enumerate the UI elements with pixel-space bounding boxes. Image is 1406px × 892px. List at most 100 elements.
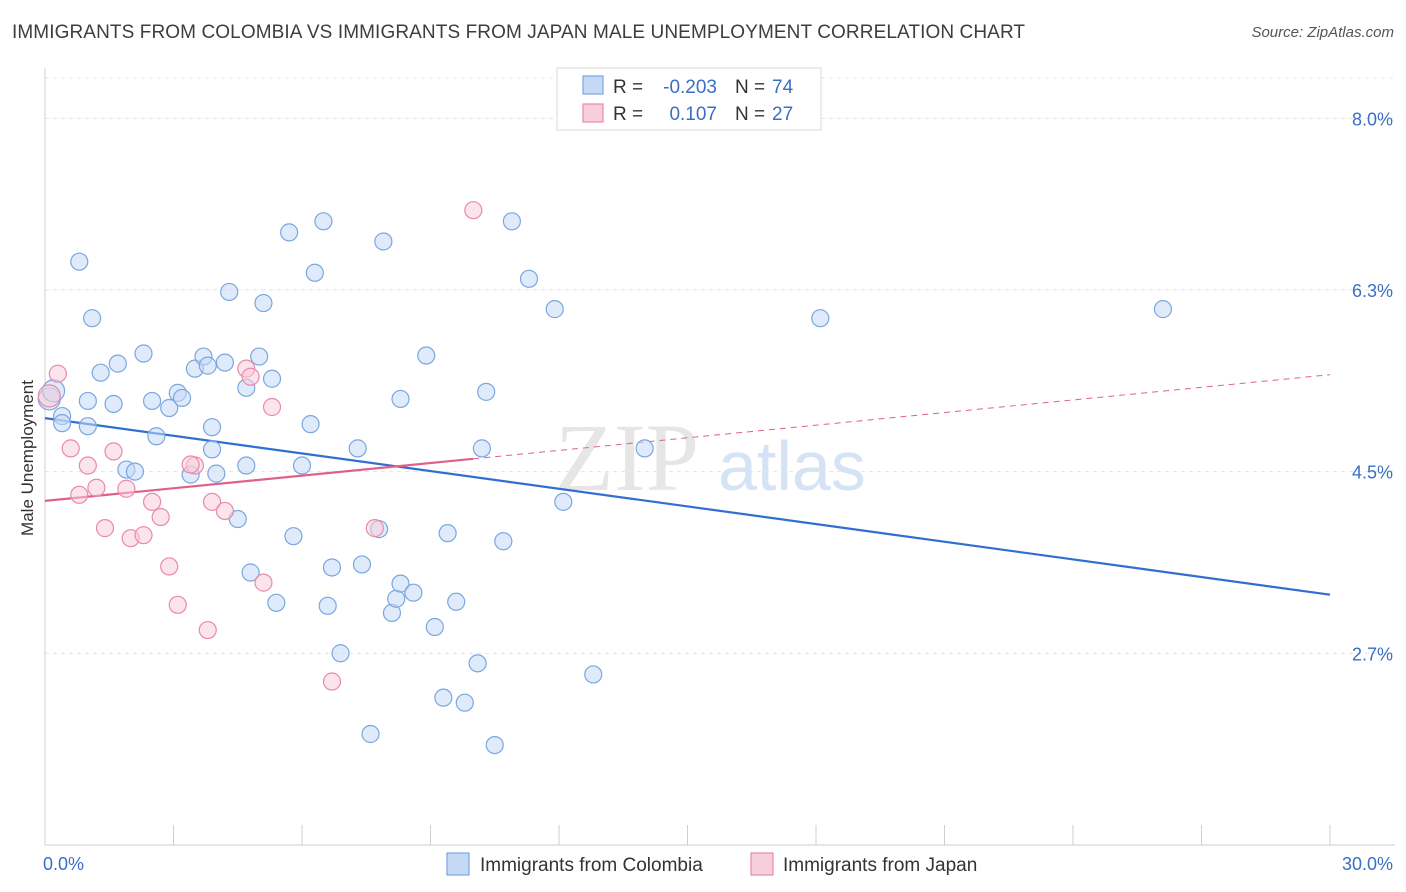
point-colombia <box>202 418 222 437</box>
watermark-zip: ZIP <box>555 404 699 511</box>
point-colombia <box>477 382 496 401</box>
point-colombia <box>53 414 72 433</box>
point-colombia <box>554 492 573 511</box>
point-colombia <box>134 344 153 363</box>
y-tick-label: 6.3% <box>1352 281 1393 301</box>
point-japan <box>95 519 115 538</box>
point-japan <box>168 595 187 614</box>
point-colombia <box>292 456 312 475</box>
point-japan <box>198 620 217 640</box>
bottom-legend-label-japan: Immigrants from Japan <box>783 855 977 876</box>
point-colombia <box>91 363 110 382</box>
point-japan <box>241 367 260 386</box>
point-colombia <box>387 589 406 608</box>
point-colombia <box>172 388 192 408</box>
point-japan <box>254 573 273 592</box>
point-colombia <box>519 269 539 288</box>
point-colombia <box>280 223 299 242</box>
point-colombia <box>468 654 487 673</box>
point-japan <box>70 485 89 504</box>
point-colombia <box>352 555 372 574</box>
point-japan <box>215 501 234 521</box>
point-colombia <box>305 263 324 282</box>
legend-r-value-colombia: -0.203 <box>663 77 717 98</box>
point-japan <box>365 519 384 538</box>
point-colombia <box>198 356 217 375</box>
point-colombia <box>301 415 320 434</box>
point-colombia <box>417 346 436 365</box>
point-colombia <box>391 389 410 409</box>
point-colombia <box>142 391 162 411</box>
point-colombia <box>438 524 457 543</box>
point-japan <box>322 672 342 691</box>
point-colombia <box>472 439 491 458</box>
point-colombia <box>584 665 603 684</box>
point-colombia <box>455 693 474 712</box>
point-colombia <box>202 440 222 459</box>
series-legend: Immigrants from Colombia Immigrants from… <box>446 852 977 876</box>
point-japan <box>104 442 123 461</box>
point-colombia <box>391 574 410 593</box>
legend-r-label-japan: R = <box>613 104 643 125</box>
legend-swatch-colombia <box>582 75 604 95</box>
point-colombia <box>284 527 303 546</box>
point-japan <box>61 439 80 458</box>
y-axis-title: Male Unemployment <box>18 380 37 536</box>
point-colombia <box>331 644 350 663</box>
point-japan <box>87 478 106 497</box>
point-colombia <box>241 563 260 582</box>
point-japan <box>142 492 162 511</box>
point-colombia <box>125 462 145 481</box>
point-colombia <box>348 439 367 458</box>
point-colombia <box>322 558 342 577</box>
point-colombia <box>78 391 97 411</box>
point-colombia <box>70 252 89 271</box>
point-japan <box>151 507 170 527</box>
point-colombia <box>361 724 380 744</box>
point-japan <box>181 455 200 474</box>
trend-line-solid-1 <box>44 457 474 502</box>
point-colombia <box>635 439 654 458</box>
trend-line-dashed-1 <box>473 374 1331 460</box>
y-tick-label: 4.5% <box>1352 463 1393 483</box>
watermark: ZIP atlas <box>555 404 866 511</box>
point-colombia <box>318 596 337 615</box>
chart-title: IMMIGRANTS FROM COLOMBIA VS IMMIGRANTS F… <box>12 22 1026 43</box>
trend-lines <box>44 374 1331 596</box>
point-japan <box>202 492 222 511</box>
point-colombia <box>160 398 179 418</box>
bottom-legend-swatch-japan <box>750 852 774 876</box>
data-points <box>37 201 1173 755</box>
legend-r-label-colombia: R = <box>613 77 643 98</box>
point-japan <box>78 456 97 475</box>
point-colombia <box>811 309 830 328</box>
point-colombia <box>147 427 166 446</box>
point-colombia <box>207 464 226 483</box>
point-japan <box>48 364 67 383</box>
x-tick-labels: 0.0% 30.0% <box>43 854 1393 874</box>
point-japan <box>134 526 153 545</box>
point-colombia <box>254 293 273 313</box>
point-colombia <box>215 353 234 372</box>
y-tick-labels: 2.7% 4.5% 6.3% 8.0% <box>1352 109 1393 664</box>
y-tick-label: 2.7% <box>1352 644 1393 664</box>
point-colombia <box>237 456 256 475</box>
point-colombia <box>404 583 423 602</box>
point-colombia <box>447 592 466 611</box>
point-colombia <box>374 232 393 251</box>
point-colombia <box>262 369 282 388</box>
point-colombia <box>78 417 97 436</box>
x-tick-label-max: 30.0% <box>1342 854 1393 874</box>
point-colombia <box>83 309 102 328</box>
trend-line-0 <box>44 417 1331 596</box>
point-colombia <box>485 735 504 755</box>
legend-swatch-japan <box>582 103 604 123</box>
point-colombia <box>220 282 239 302</box>
point-colombia <box>434 688 453 707</box>
y-tick-label: 8.0% <box>1352 109 1393 129</box>
point-colombia <box>250 347 269 366</box>
point-japan <box>262 397 282 417</box>
legend-n-value-colombia: 74 <box>772 77 794 98</box>
point-colombia <box>425 617 444 637</box>
